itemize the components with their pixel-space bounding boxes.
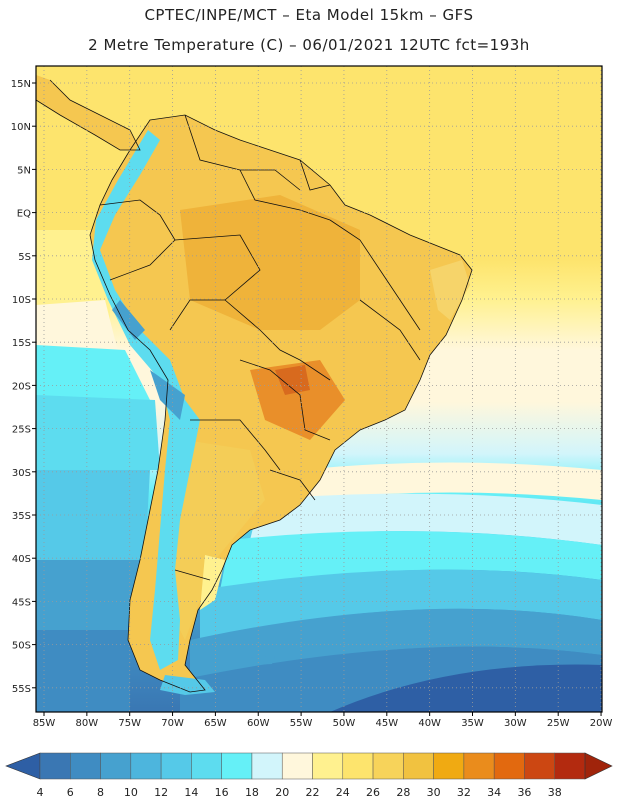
andes-cold-strip (92, 130, 200, 670)
lon-tick-label: 25W (547, 718, 570, 729)
colorbar-label: 10 (124, 786, 138, 799)
colorbar-swatch (100, 752, 132, 780)
colorbar-label: 6 (67, 786, 74, 799)
colorbar-label: 4 (37, 786, 44, 799)
colorbar-swatch (433, 752, 465, 780)
lat-tick-label: 10N (11, 122, 31, 133)
colorbar-label: 34 (487, 786, 501, 799)
colorbar-swatch (70, 752, 101, 780)
latitude-axis: 15N 10N 5N EQ 5S 10S 15S 20S 25S 30S 35S 40S 45S 50S 5… (11, 79, 36, 695)
lon-tick-label: 75W (118, 718, 141, 729)
colorbar-swatch (342, 752, 374, 780)
lon-tick-label: 45W (375, 718, 398, 729)
lat-tick-label: 55S (12, 684, 31, 695)
lon-tick-label: 70W (161, 718, 184, 729)
colorbar-label: 36 (517, 786, 531, 799)
lat-tick-label: 15N (11, 79, 31, 90)
colorbar-label: 24 (336, 786, 350, 799)
colorbar-swatch (372, 752, 404, 780)
lat-tick-label: 10S (12, 295, 31, 306)
lon-tick-label: 30W (504, 718, 527, 729)
colorbar-swatch (221, 752, 253, 780)
colorbar-label: 22 (306, 786, 320, 799)
colorbar-label: 20 (275, 786, 289, 799)
colorbar-swatch (493, 752, 525, 780)
colorbar-label: 18 (245, 786, 259, 799)
colorbar-label: 8 (97, 786, 104, 799)
lon-tick-label: 60W (247, 718, 270, 729)
lat-tick-label: 45S (12, 597, 31, 608)
lon-tick-label: 85W (33, 718, 56, 729)
colorbar-swatch (39, 752, 71, 780)
lat-tick-label: 15S (12, 338, 31, 349)
colorbar-swatch (403, 752, 434, 780)
colorbar-label: 26 (366, 786, 380, 799)
colorbar-swatch (160, 752, 192, 780)
colorbar-label: 12 (154, 786, 168, 799)
lat-tick-label: 25S (12, 425, 31, 436)
colorbar-swatch (524, 752, 555, 780)
colorbar-label: 14 (184, 786, 198, 799)
lon-tick-label: 80W (76, 718, 99, 729)
colorbar-label: 28 (396, 786, 410, 799)
lat-tick-label: 5N (17, 165, 31, 176)
lat-tick-label: 20S (12, 381, 31, 392)
lon-tick-label: 50W (333, 718, 356, 729)
colorbar-label: 30 (427, 786, 441, 799)
lon-tick-label: 40W (418, 718, 441, 729)
lon-tick-label: 35W (461, 718, 484, 729)
lon-tick-label: 55W (290, 718, 313, 729)
lat-tick-label: 35S (12, 511, 31, 522)
colorbar-label: 16 (215, 786, 229, 799)
colorbar-swatch (463, 752, 495, 780)
lat-tick-label: 50S (12, 641, 31, 652)
colorbar-swatch (251, 752, 283, 780)
lat-tick-label: EQ (17, 209, 31, 220)
colorbar-swatch (281, 752, 313, 780)
colorbar-label: 32 (457, 786, 471, 799)
colorbar-low-arrow (5, 752, 41, 780)
map-frame (35, 65, 603, 713)
lat-tick-label: 30S (12, 468, 31, 479)
colorbar-swatch (130, 752, 162, 780)
map-title-line2: 2 Metre Temperature (C) – 06/01/2021 12U… (88, 36, 530, 54)
lon-tick-label: 65W (204, 718, 227, 729)
lat-tick-label: 5S (18, 252, 31, 263)
colorbar: 4 6 8 10 12 14 16 18 20 22 24 26 28 30 32 34 36 38 (5, 752, 613, 799)
colorbar-label: 38 (548, 786, 562, 799)
colorbar-swatch (554, 752, 586, 780)
colorbar-high-arrow (584, 752, 613, 780)
map-title-line1: CPTEC/INPE/MCT – Eta Model 15km – GFS (144, 6, 474, 24)
longitude-axis: 85W 80W 75W 70W 65W 60W 55W 50W 45W 40W 35W 30W 25W 2… (33, 712, 613, 729)
colorbar-swatch (191, 752, 222, 780)
lat-tick-label: 40S (12, 554, 31, 565)
colorbar-swatch (312, 752, 344, 780)
lon-tick-label: 20W (590, 718, 613, 729)
